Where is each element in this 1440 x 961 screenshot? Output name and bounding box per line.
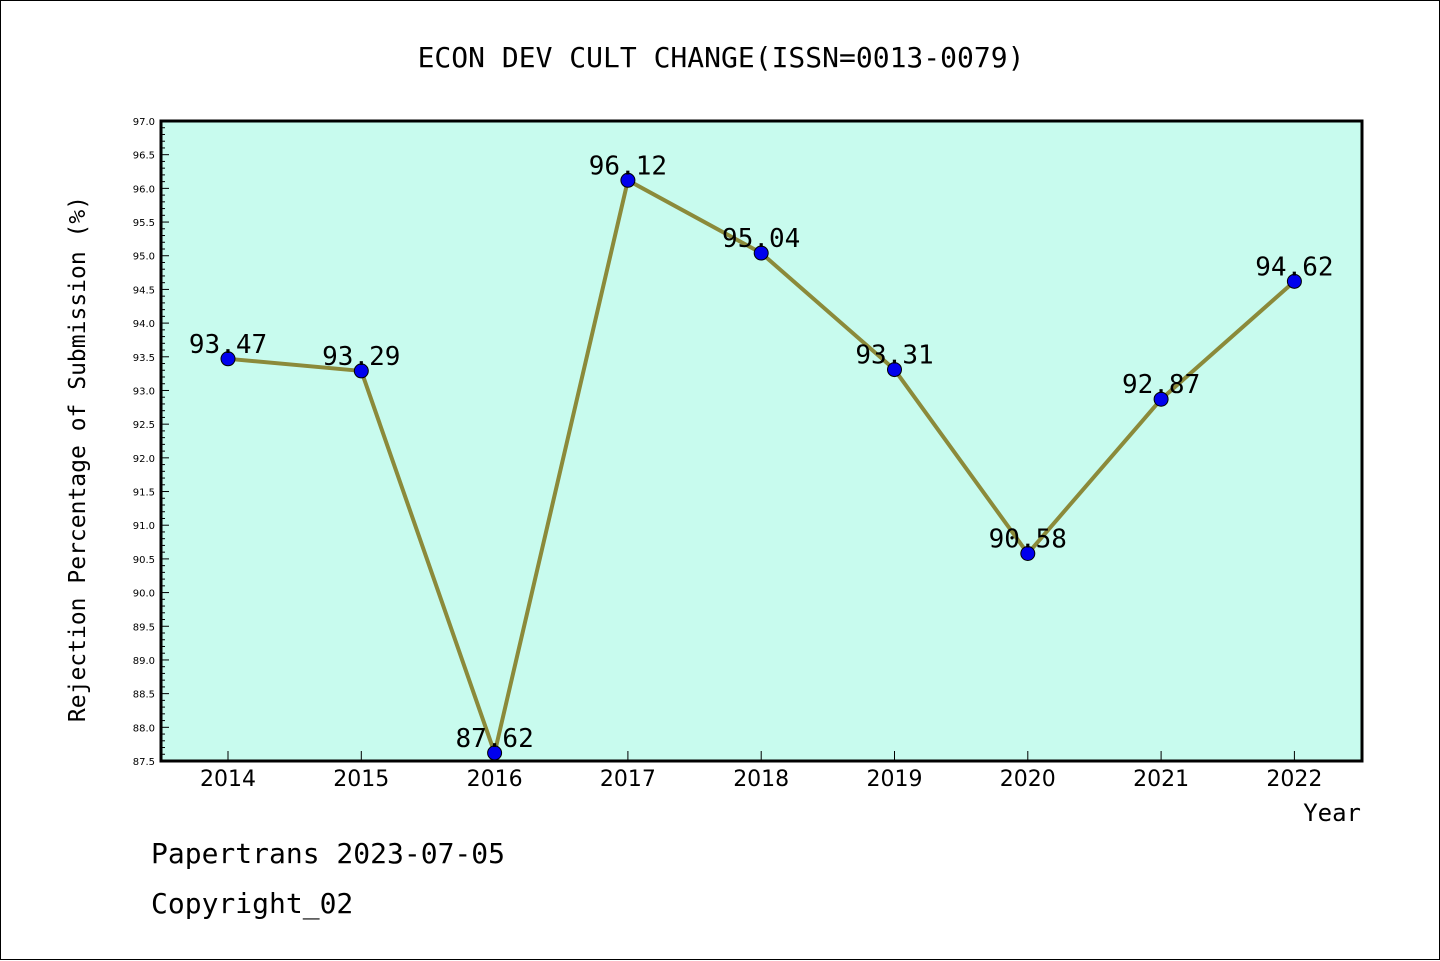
y-tick-label: 92.5 — [133, 420, 155, 431]
data-point — [1020, 546, 1036, 562]
x-axis: 2014 2015 2016 2017 2018 2019 2020 2021 2022 — [200, 751, 1322, 792]
data-label: 93.47 — [189, 330, 267, 360]
y-tick-label: 92.0 — [133, 454, 155, 465]
data-point — [487, 745, 503, 761]
x-tick-label: 2018 — [733, 767, 789, 792]
data-label: 87.62 — [455, 724, 533, 754]
y-tick-label: 90.0 — [133, 589, 155, 600]
data-point — [1153, 391, 1169, 407]
y-tick-label: 96.5 — [133, 151, 155, 162]
data-label: 93.31 — [855, 341, 933, 371]
data-label: 95.04 — [722, 224, 800, 254]
data-label: 92.87 — [1122, 370, 1200, 400]
y-tick-label: 94.0 — [133, 319, 155, 330]
footer-source: Papertrans 2023-07-05 — [151, 837, 506, 870]
y-tick-label: 88.5 — [133, 690, 155, 701]
data-label: 94.62 — [1255, 252, 1333, 282]
data-point — [887, 362, 902, 378]
data-point — [753, 245, 769, 261]
data-point — [620, 172, 636, 188]
y-tick-label: 91.5 — [133, 488, 155, 499]
y-tick-label: 93.0 — [133, 386, 155, 397]
y-axis-label: Rejection Percentage of Submission (%) — [65, 196, 91, 722]
x-tick-label: 2021 — [1133, 767, 1189, 792]
footer-copyright: Copyright_02 — [151, 887, 354, 920]
y-tick-label: 94.5 — [133, 285, 155, 296]
x-tick-label: 2014 — [200, 767, 256, 792]
x-axis-label: Year — [1303, 799, 1361, 827]
y-tick-label: 88.0 — [133, 723, 155, 734]
y-tick-label: 89.0 — [133, 656, 155, 667]
x-tick-label: 2017 — [600, 767, 656, 792]
x-tick-label: 2022 — [1266, 767, 1322, 792]
data-label: 96.12 — [589, 151, 667, 181]
x-tick-label: 2016 — [467, 767, 523, 792]
y-tick-label: 97.0 — [133, 117, 155, 128]
series — [220, 172, 1302, 761]
y-tick-label: 87.5 — [133, 757, 155, 768]
y-tick-label: 95.5 — [133, 218, 155, 229]
x-tick-label: 2020 — [1000, 767, 1056, 792]
data-label: 93.29 — [322, 342, 400, 372]
data-point — [220, 351, 236, 367]
plot-area — [159, 119, 1364, 763]
data-labels: 93.47 93.29 87.62 96.12 95.04 93.31 90.58 92.87… — [189, 151, 1334, 754]
y-tick-label: 90.5 — [133, 555, 155, 566]
x-tick-label: 2019 — [867, 767, 923, 792]
y-tick-label: 91.0 — [133, 521, 155, 532]
x-tick-label: 2015 — [333, 767, 389, 792]
y-tick-label: 95.0 — [133, 252, 155, 263]
chart-title: ECON DEV CULT CHANGE(ISSN=0013-0079) — [418, 41, 1025, 74]
y-tick-label: 89.5 — [133, 622, 155, 633]
data-point — [353, 363, 369, 379]
data-label: 90.58 — [989, 525, 1067, 555]
y-tick-label: 93.5 — [133, 353, 155, 364]
y-tick-label: 96.0 — [133, 184, 155, 195]
y-axis: 87.5 88.0 88.5 89.0 89.5 90.0 90.5 91.0 91.5 92.0… — [133, 117, 169, 768]
data-point — [1286, 273, 1302, 289]
